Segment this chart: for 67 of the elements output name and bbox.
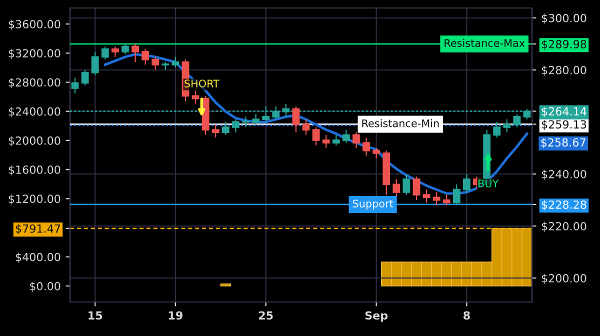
y-tick-label: $3600.00 xyxy=(8,20,60,30)
candlestick xyxy=(322,134,330,149)
y-tick-label: $1200.00 xyxy=(8,194,60,205)
candlestick xyxy=(132,43,139,63)
candlestick xyxy=(402,173,410,196)
bar xyxy=(220,283,232,286)
y2-tick-label: $220.00 xyxy=(542,222,586,232)
y2-tick-label: $228.28 xyxy=(542,200,586,210)
x-tick-label: 15 xyxy=(88,311,102,320)
candlestick xyxy=(352,132,360,149)
candlestick xyxy=(111,46,119,58)
y2-tick-label: $259.13 xyxy=(542,120,586,130)
candlestick xyxy=(232,118,240,133)
candlestick xyxy=(142,48,150,66)
candlestick xyxy=(71,77,79,94)
candlestick xyxy=(463,173,470,193)
y2-tick-label: $280.00 xyxy=(542,66,586,76)
candlestick xyxy=(442,194,450,206)
x-tick-label: 19 xyxy=(168,311,182,320)
candlestick xyxy=(372,147,380,159)
candlestick xyxy=(432,192,440,206)
y2-tick-label: $264.14 xyxy=(542,106,586,118)
candlestick xyxy=(152,56,160,70)
ref-line-label: Support xyxy=(352,200,394,210)
candlestick xyxy=(493,121,501,138)
candlestick xyxy=(242,116,250,128)
x-tick-label: 25 xyxy=(258,311,273,320)
y-tick-label: $400.00 xyxy=(16,252,60,263)
annotation: BUY xyxy=(478,180,499,188)
y-tick-label: $2800.00 xyxy=(8,78,60,88)
candlestick xyxy=(332,134,340,146)
y-tick-label: $2400.00 xyxy=(8,107,60,118)
candlestick xyxy=(172,56,180,68)
y2-tick-label: $300.00 xyxy=(542,14,586,24)
candlestick xyxy=(392,178,400,198)
x-tick-label: 8 xyxy=(464,311,470,320)
y-tick-label: $1600.00 xyxy=(8,165,60,176)
candlestick xyxy=(292,106,300,133)
ref-line-label: $258.67 xyxy=(541,138,586,148)
y2-tick-label: $240.00 xyxy=(542,170,586,180)
candlestick xyxy=(412,176,420,201)
candlestick xyxy=(422,189,430,204)
candlestick xyxy=(302,118,310,136)
y-tick-label: $2000.00 xyxy=(8,136,60,146)
candlestick xyxy=(513,114,521,128)
ref-line-label: Resistance-Max xyxy=(444,38,525,47)
candlestick xyxy=(81,69,89,86)
candlestick xyxy=(312,126,320,146)
candlestick xyxy=(101,46,109,60)
annotation: SHORT xyxy=(184,80,220,88)
ref-line-label: Resistance-Min xyxy=(362,119,439,128)
candlestick xyxy=(452,184,460,206)
candlestick xyxy=(503,118,511,133)
candlestick xyxy=(91,51,99,76)
y-tick-label: $0.00 xyxy=(30,282,60,292)
candlestick xyxy=(252,114,260,126)
y-tick-label: $791.47 xyxy=(16,224,60,234)
y-tick-label: $3200.00 xyxy=(8,48,60,59)
candlestick xyxy=(362,137,370,156)
x-tick-label: Sep xyxy=(365,311,388,322)
candlestick xyxy=(342,129,350,144)
candlestick xyxy=(122,43,129,55)
y2-tick-label: $200.00 xyxy=(542,274,586,284)
y2-tick-label: $289.98 xyxy=(542,40,586,50)
candlestick xyxy=(212,124,220,138)
candlestick xyxy=(222,121,230,136)
candlestick xyxy=(192,90,200,104)
